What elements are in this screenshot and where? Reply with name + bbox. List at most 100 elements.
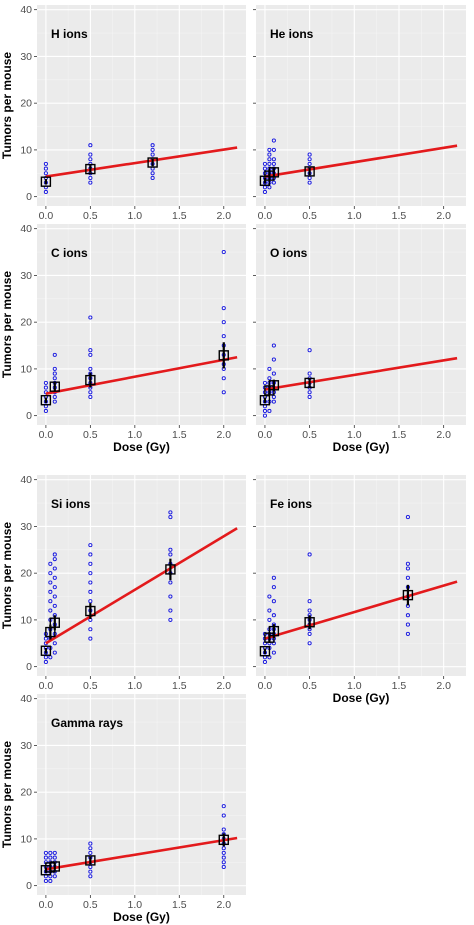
mean-marker bbox=[165, 564, 176, 575]
y-tick-label: 0 bbox=[26, 410, 32, 422]
data-point bbox=[271, 585, 276, 590]
data-point bbox=[221, 846, 226, 851]
mean-marker bbox=[259, 646, 271, 657]
y-tick-label: 10 bbox=[20, 144, 32, 156]
data-point bbox=[88, 366, 93, 371]
data-point bbox=[150, 143, 155, 148]
x-tick-label: 2.0 bbox=[216, 680, 231, 692]
panel-c-ions: 0 10 20 30 40 0.0 0.5 1.0 1.5 2.0 C ions Dose (Gy) T… bbox=[0, 223, 246, 454]
data-point bbox=[307, 348, 312, 353]
y-axis-title: Tumors per mouse bbox=[0, 52, 14, 159]
data-point bbox=[52, 566, 57, 571]
mean-marker bbox=[402, 589, 414, 601]
data-point bbox=[43, 408, 48, 414]
data-point bbox=[52, 850, 57, 855]
data-point bbox=[48, 561, 53, 566]
data-point bbox=[221, 390, 226, 395]
data-point bbox=[267, 608, 272, 613]
data-point bbox=[48, 608, 53, 613]
data-point bbox=[307, 157, 312, 162]
data-point bbox=[307, 631, 312, 636]
x-tick-label: 2.0 bbox=[436, 210, 451, 222]
data-point bbox=[52, 557, 57, 562]
data-point bbox=[262, 380, 267, 385]
data-point bbox=[168, 510, 173, 515]
y-tick-label: 30 bbox=[20, 270, 32, 282]
x-tick-label: 0.5 bbox=[302, 210, 317, 222]
x-tick-label: 1.5 bbox=[172, 680, 187, 692]
data-point bbox=[88, 152, 93, 157]
fit-line bbox=[45, 836, 238, 871]
data-point bbox=[150, 171, 155, 176]
y-tick-label: 30 bbox=[20, 521, 32, 533]
mean-marker bbox=[40, 395, 52, 406]
x-tick-label: 1.0 bbox=[128, 680, 143, 692]
data-point bbox=[262, 408, 267, 414]
x-tick-label: 1.5 bbox=[172, 210, 187, 222]
x-tick-label: 0.0 bbox=[258, 210, 273, 222]
x-tick-label: 0.0 bbox=[258, 680, 273, 692]
x-tick-label: 0.5 bbox=[302, 429, 317, 441]
data-point bbox=[88, 580, 93, 585]
data-point bbox=[52, 641, 57, 646]
data-point bbox=[405, 622, 410, 627]
data-point bbox=[262, 659, 267, 665]
y-tick-label: 40 bbox=[20, 4, 32, 16]
data-point bbox=[271, 575, 276, 580]
data-point bbox=[271, 343, 276, 348]
panel-si-ions: 0 10 20 30 40 0.0 0.5 1.0 1.5 2.0 Si ions Tumors pe… bbox=[0, 474, 246, 692]
fit-line bbox=[45, 527, 238, 645]
data-point bbox=[307, 371, 312, 376]
x-tick-label: 0.5 bbox=[83, 210, 98, 222]
x-tick-label: 0.5 bbox=[83, 429, 98, 441]
data-point bbox=[267, 376, 272, 381]
x-tick-label: 1.0 bbox=[128, 899, 143, 911]
mean-marker bbox=[304, 377, 315, 389]
y-tick-label: 20 bbox=[20, 568, 32, 580]
panel-h-ions: 0 10 20 30 40 0.0 0.5 1.0 1.5 2.0 H ions Tumors per… bbox=[0, 4, 246, 222]
data-point bbox=[52, 575, 57, 580]
data-point bbox=[168, 552, 173, 557]
data-point bbox=[221, 804, 226, 809]
mean-marker bbox=[268, 167, 280, 178]
data-point bbox=[52, 376, 57, 381]
data-point bbox=[88, 348, 93, 353]
data-point bbox=[221, 249, 226, 255]
x-tick-label: 0.5 bbox=[83, 899, 98, 911]
data-point bbox=[48, 878, 53, 884]
data-point bbox=[307, 180, 312, 185]
data-point bbox=[221, 813, 226, 818]
data-point bbox=[405, 566, 410, 571]
data-point bbox=[52, 552, 57, 557]
x-tick-label: 0.0 bbox=[39, 899, 54, 911]
x-tick-label: 1.0 bbox=[128, 429, 143, 441]
panel-background bbox=[256, 224, 466, 425]
data-point bbox=[262, 413, 267, 418]
data-point bbox=[221, 864, 226, 870]
data-point bbox=[88, 636, 93, 641]
mean-marker bbox=[304, 617, 315, 628]
x-tick-label: 2.0 bbox=[216, 429, 231, 441]
data-point bbox=[43, 161, 48, 166]
data-point bbox=[88, 841, 93, 846]
data-point bbox=[271, 147, 276, 152]
data-point bbox=[88, 180, 93, 185]
data-point bbox=[168, 608, 173, 613]
data-point bbox=[307, 608, 312, 613]
data-point bbox=[405, 561, 410, 566]
mean-marker bbox=[49, 617, 60, 628]
x-axis-title: Dose (Gy) bbox=[333, 691, 390, 705]
y-tick-label: 30 bbox=[20, 740, 32, 752]
fit-line bbox=[264, 580, 458, 640]
data-point bbox=[43, 878, 48, 884]
y-axis-title: Tumors per mouse bbox=[0, 271, 14, 378]
x-tick-label: 2.0 bbox=[216, 899, 231, 911]
data-point bbox=[52, 594, 57, 599]
data-point bbox=[168, 617, 173, 622]
data-point bbox=[52, 855, 57, 860]
data-point bbox=[48, 599, 53, 604]
mean-marker bbox=[40, 645, 52, 656]
y-tick-label: 0 bbox=[26, 661, 32, 673]
fit-line bbox=[45, 146, 238, 178]
